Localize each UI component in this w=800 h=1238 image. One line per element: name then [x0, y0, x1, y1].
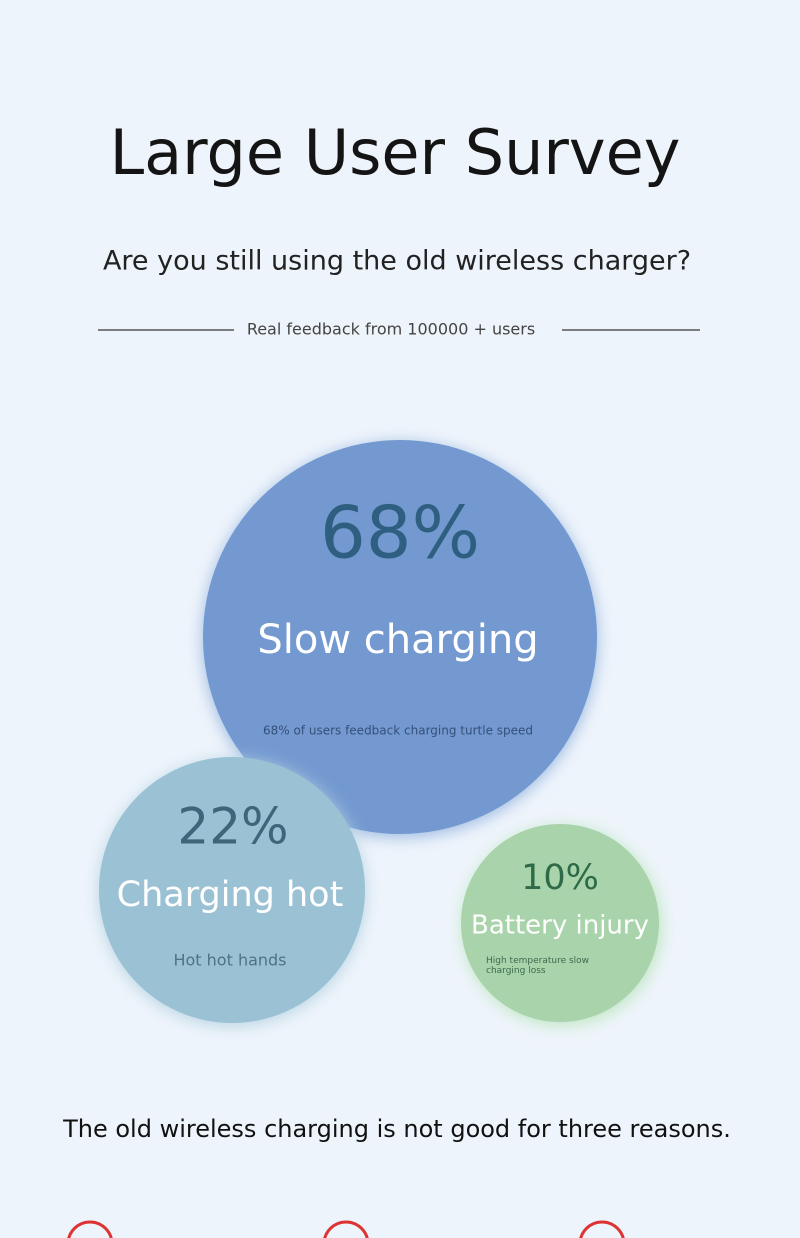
bubble-label: Battery injury	[471, 911, 649, 941]
reason-icon	[579, 1220, 625, 1238]
reason-icon	[323, 1220, 369, 1238]
bubble-percent: 68%	[320, 491, 480, 575]
bubble	[461, 824, 659, 1022]
feedback: Real feedback from 100000 + users	[247, 320, 535, 339]
title: Large User Survey	[110, 116, 681, 189]
question: Are you still using the old wireless cha…	[103, 246, 691, 277]
bubble	[203, 440, 597, 834]
bubble	[99, 757, 365, 1023]
reason-icon	[67, 1220, 113, 1238]
bubble-note: 68% of users feedback charging turtle sp…	[263, 724, 533, 738]
bubble-percent: 22%	[177, 798, 288, 856]
bubble-note-box: High temperature slow charging loss	[486, 956, 590, 976]
bubble-note: High temperature slow charging loss	[486, 956, 590, 976]
bubble-label: Slow charging	[257, 617, 538, 663]
footer-text: The old wireless charging is not good fo…	[62, 1115, 731, 1143]
bubble-note: Hot hot hands	[173, 951, 286, 970]
bubble-label: Charging hot	[117, 875, 344, 915]
bubble-percent: 10%	[521, 858, 599, 898]
